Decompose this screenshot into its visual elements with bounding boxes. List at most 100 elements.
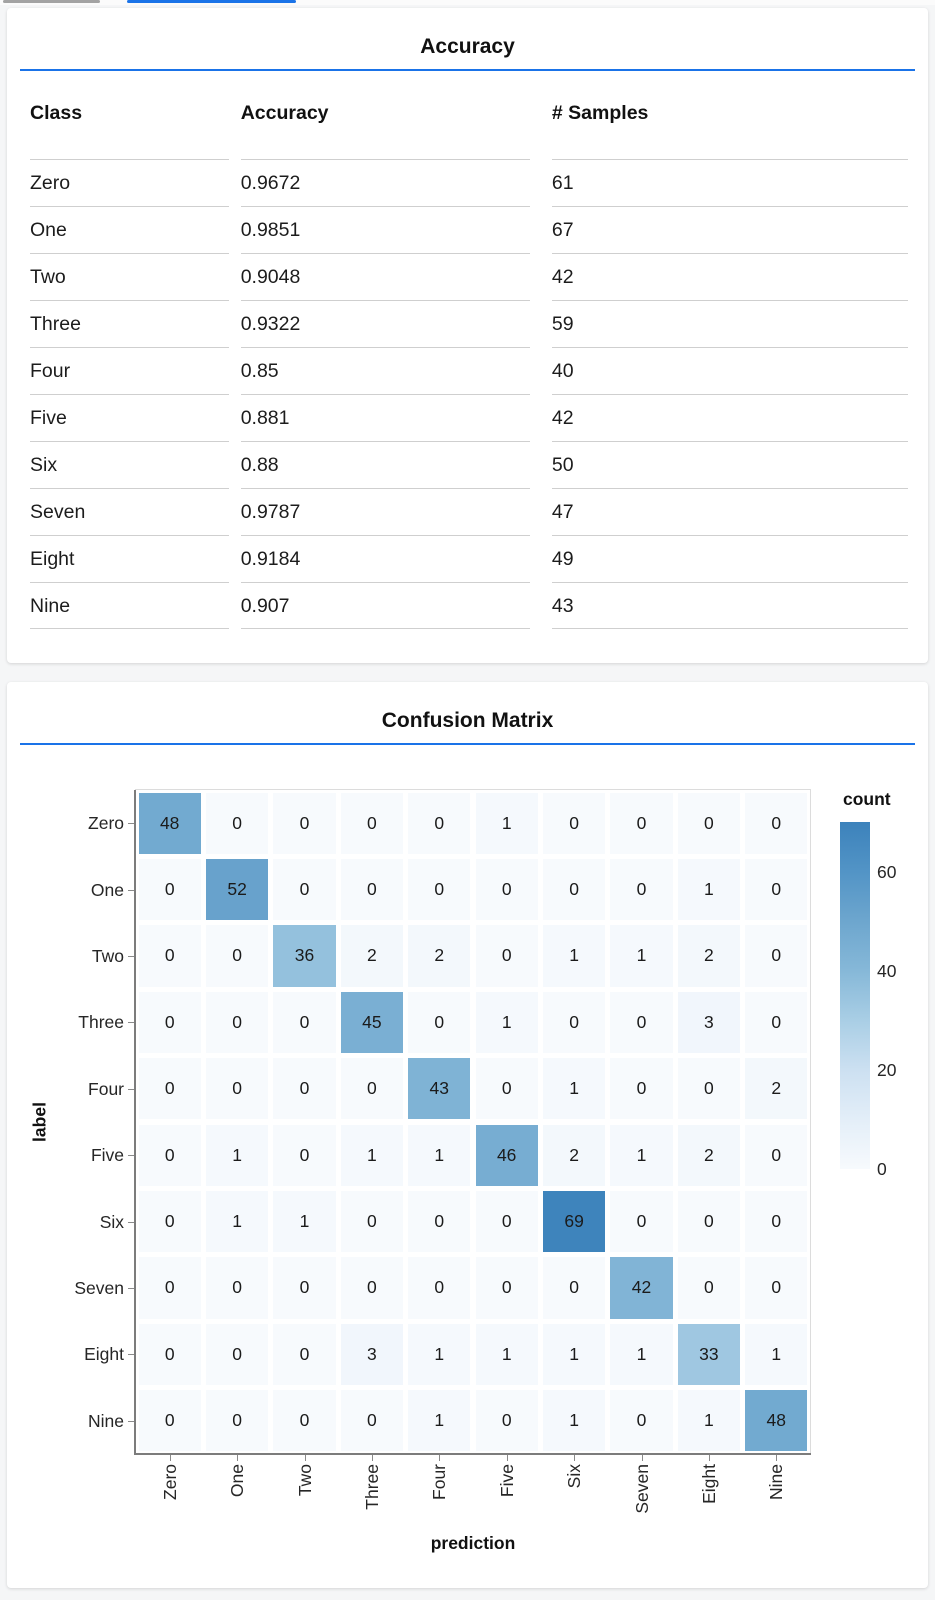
heatmap-cell: 0 [745,1257,808,1319]
heatmap-cell: 0 [745,792,808,854]
col-label: Six [564,1464,585,1489]
col-label: Five [496,1464,517,1498]
legend-tick-label: 60 [877,861,897,882]
heatmap-cell: 0 [340,1257,404,1319]
heatmap-cell: 0 [610,1190,673,1253]
heatmap-cell: 0 [610,1058,673,1120]
heatmap-cell: 0 [138,991,201,1054]
heatmap-cell: 52 [205,858,269,921]
column-header-samples: # Samples [551,102,649,124]
table-row: Four 0.85 40 [30,347,908,394]
heatmap-cell: 0 [542,858,606,921]
col-label: Zero [159,1464,180,1500]
row-label: Seven [74,1278,124,1298]
y-tick [128,1155,134,1156]
heatmap-cell: 1 [542,925,606,987]
heatmap-cell: 1 [475,1323,538,1386]
heatmap-cell: 0 [408,1190,471,1253]
heatmap-cell: 0 [205,1058,269,1120]
table-row: One 0.9851 67 [30,206,908,253]
row-label: Three [78,1012,124,1033]
accuracy-card: Accuracy Class Accuracy # Samples Zero 0.… [7,8,928,663]
heatmap-cell: 1 [542,1323,606,1386]
heatmap-cell: 42 [610,1257,673,1319]
heatmap-cell: 0 [745,925,808,987]
x-tick [776,1455,777,1461]
column-header-accuracy: Accuracy [240,102,329,124]
heatmap-cell: 0 [677,792,741,854]
heatmap-cell: 0 [138,1190,201,1253]
heatmap-cell: 1 [205,1190,269,1253]
heatmap-cell: 0 [340,1190,404,1253]
heatmap-cell: 0 [475,1058,538,1120]
table-cell: 61 [551,159,908,206]
table-cell: 0.881 [240,394,530,441]
column-header-class: Class [30,102,83,124]
row-label: Five [90,1145,124,1166]
heatmap-cell: 45 [340,991,404,1054]
row-label: Eight [84,1344,124,1365]
table-row: Three 0.9322 59 [30,300,908,347]
heatmap-cell: 0 [745,858,808,921]
heatmap-cell: 1 [677,858,741,921]
heatmap-cell: 1 [542,1390,606,1452]
heatmap-cell: 1 [610,1323,673,1386]
heatmap-cell: 0 [205,1323,269,1386]
heatmap-cell: 1 [745,1323,808,1386]
heatmap-cell: 1 [475,991,538,1054]
heatmap-cell: 0 [677,1058,741,1120]
col-label: Two [294,1464,315,1497]
heatmap-cell: 0 [138,1124,201,1186]
heatmap-cell: 0 [138,1058,201,1120]
heatmap-cell: 0 [745,1124,808,1186]
confusion-card-title: Confusion Matrix [381,709,554,732]
table-cell: 0.9787 [240,488,530,535]
x-axis-title: prediction [430,1533,516,1553]
heatmap-cell: 1 [273,1190,336,1253]
col-label: Eight [698,1464,719,1504]
table-cell: Six [30,441,229,488]
heatmap-cell: 0 [273,991,336,1054]
table-cell: 0.9851 [240,206,530,253]
confusion-matrix-card: Confusion Matrix 48 0 0 0 0 1 0 0 0 0 0 52 0 0 0 0 0 0 1 0 0… [7,682,928,1588]
heatmap-cell: 0 [408,991,471,1054]
table-cell: 50 [551,441,908,488]
x-tick [709,1455,710,1461]
x-tick [372,1455,373,1461]
tab-indicator-active[interactable] [127,0,296,3]
table-cell: 0.9322 [240,300,530,347]
heatmap-cell: 0 [138,1257,201,1319]
heatmap-cell: 2 [408,925,471,987]
heatmap-cell: 0 [340,792,404,854]
col-label: One [227,1464,248,1498]
heatmap-cell: 0 [745,991,808,1054]
col-label: Seven [631,1464,652,1514]
heatmap-cell: 1 [677,1390,741,1452]
heatmap-cell: 0 [273,858,336,921]
heatmap-cell: 0 [745,1190,808,1253]
heatmap-cell: 43 [408,1058,471,1120]
heatmap-cell: 1 [408,1323,471,1386]
heatmap-cell: 3 [677,991,741,1054]
tab-indicator-inactive[interactable] [3,0,100,3]
table-cell: 0.85 [240,347,530,394]
heatmap-cell: 1 [475,792,538,854]
x-tick [237,1455,238,1461]
heatmap-cell: 0 [677,1190,741,1253]
table-cell: 42 [551,394,908,441]
accuracy-table-header: Class Accuracy # Samples [30,101,908,159]
heatmap-cell: 0 [138,858,201,921]
table-row: Zero 0.9672 61 [30,159,908,206]
row-label: Zero [88,813,124,834]
table-cell: Seven [30,488,229,535]
heatmap-cell: 0 [677,1257,741,1319]
row-label: One [90,879,124,900]
table-cell: 0.9048 [240,253,530,300]
heatmap-cell: 0 [273,1124,336,1186]
table-cell: 0.88 [240,441,530,488]
table-cell: 40 [551,347,908,394]
x-tick [305,1455,306,1461]
x-tick [507,1455,508,1461]
table-row: Six 0.88 50 [30,441,908,488]
y-tick [128,1354,134,1355]
